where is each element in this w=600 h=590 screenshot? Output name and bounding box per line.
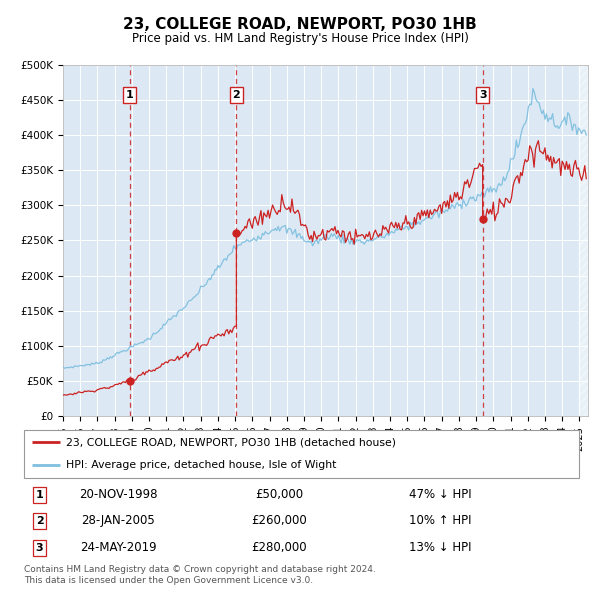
Text: HPI: Average price, detached house, Isle of Wight: HPI: Average price, detached house, Isle… [65, 460, 336, 470]
Text: 3: 3 [479, 90, 487, 100]
Text: 28-JAN-2005: 28-JAN-2005 [82, 514, 155, 527]
Text: 2: 2 [232, 90, 240, 100]
Text: 10% ↑ HPI: 10% ↑ HPI [409, 514, 472, 527]
Text: 13% ↓ HPI: 13% ↓ HPI [409, 542, 472, 555]
Text: 47% ↓ HPI: 47% ↓ HPI [409, 489, 472, 502]
Text: This data is licensed under the Open Government Licence v3.0.: This data is licensed under the Open Gov… [24, 576, 313, 585]
Text: 1: 1 [126, 90, 134, 100]
Text: Price paid vs. HM Land Registry's House Price Index (HPI): Price paid vs. HM Land Registry's House … [131, 32, 469, 45]
Text: 23, COLLEGE ROAD, NEWPORT, PO30 1HB (detached house): 23, COLLEGE ROAD, NEWPORT, PO30 1HB (det… [65, 437, 395, 447]
Text: £50,000: £50,000 [255, 489, 304, 502]
Text: £280,000: £280,000 [251, 542, 307, 555]
FancyBboxPatch shape [24, 430, 579, 478]
Text: Contains HM Land Registry data © Crown copyright and database right 2024.: Contains HM Land Registry data © Crown c… [24, 565, 376, 574]
Text: 1: 1 [35, 490, 43, 500]
Text: 24-MAY-2019: 24-MAY-2019 [80, 542, 157, 555]
Text: 20-NOV-1998: 20-NOV-1998 [79, 489, 158, 502]
Text: 2: 2 [35, 516, 43, 526]
Text: 23, COLLEGE ROAD, NEWPORT, PO30 1HB: 23, COLLEGE ROAD, NEWPORT, PO30 1HB [123, 17, 477, 32]
Bar [580, 65, 588, 416]
Text: £260,000: £260,000 [251, 514, 307, 527]
Text: 3: 3 [36, 543, 43, 553]
